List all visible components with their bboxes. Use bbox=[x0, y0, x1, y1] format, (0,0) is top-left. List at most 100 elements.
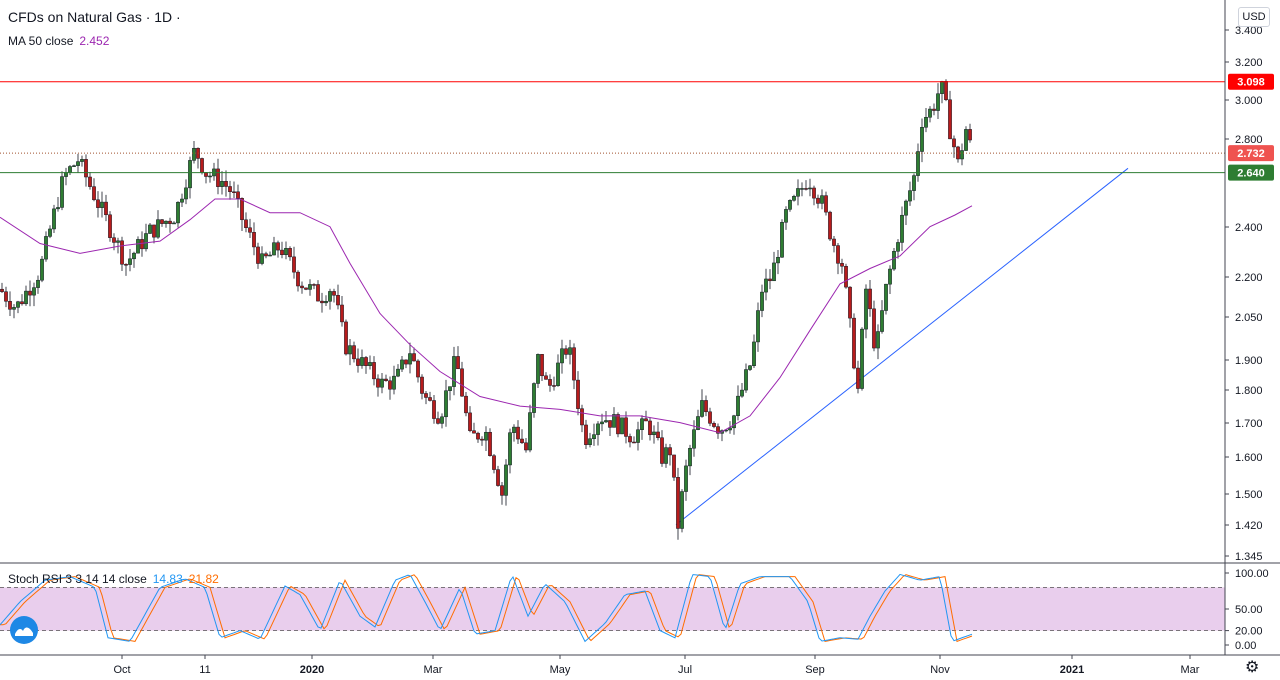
x-tick-label: 11 bbox=[199, 664, 210, 676]
candle-body bbox=[240, 198, 244, 221]
y-tick-label: 1.700 bbox=[1235, 418, 1263, 430]
candle-body bbox=[116, 240, 120, 243]
candle-body bbox=[672, 454, 676, 478]
candle-body bbox=[284, 248, 288, 256]
candle-body bbox=[140, 239, 144, 250]
candle-body bbox=[120, 240, 124, 265]
candle-body bbox=[552, 385, 556, 387]
tradingview-logo-icon bbox=[10, 616, 38, 644]
candle-body bbox=[932, 108, 936, 111]
candle-body bbox=[560, 348, 564, 364]
trendline[interactable] bbox=[675, 167, 1129, 526]
candle-body bbox=[656, 431, 660, 438]
candle-body bbox=[824, 195, 828, 213]
candle-body bbox=[460, 368, 464, 397]
candle-body bbox=[420, 376, 424, 394]
settings-gear-icon[interactable]: ⚙ bbox=[1245, 659, 1260, 676]
candle-body bbox=[844, 265, 848, 288]
candle-body bbox=[664, 447, 668, 464]
candle-body bbox=[816, 197, 820, 204]
candle-body bbox=[944, 81, 948, 101]
candle-body bbox=[8, 301, 12, 310]
candle-body bbox=[304, 287, 308, 290]
candle-body bbox=[448, 386, 452, 391]
candle-body bbox=[376, 378, 380, 388]
stoch-tick-label: 50.00 bbox=[1235, 604, 1263, 616]
candle-body bbox=[616, 414, 620, 435]
x-tick-label: Jul bbox=[678, 664, 692, 676]
stoch-legend[interactable]: Stoch RSI 3 3 14 14 close 14.83 21.82 bbox=[8, 572, 219, 586]
candle-body bbox=[436, 418, 440, 424]
candle-body bbox=[24, 290, 28, 305]
candle-body bbox=[364, 357, 368, 366]
candle-body bbox=[112, 237, 116, 243]
candle-body bbox=[236, 191, 240, 199]
stoch-tick-label: 100.00 bbox=[1235, 568, 1269, 580]
candle-body bbox=[352, 345, 356, 360]
candle-body bbox=[872, 308, 876, 349]
last-price-tag bbox=[1228, 145, 1274, 162]
candle-body bbox=[180, 198, 184, 203]
candle-body bbox=[224, 181, 228, 187]
candle-body bbox=[464, 395, 468, 414]
currency-button[interactable]: USD bbox=[1238, 7, 1270, 27]
candle-body bbox=[80, 159, 84, 162]
candle-body bbox=[356, 358, 360, 366]
candle-body bbox=[172, 222, 176, 225]
candle-body bbox=[608, 420, 612, 428]
ma-legend[interactable]: MA 50 close 2.452 bbox=[8, 34, 109, 48]
candle-body bbox=[296, 271, 300, 287]
candle-body bbox=[712, 423, 716, 427]
candle-body bbox=[952, 138, 956, 148]
y-tick-label: 1.345 bbox=[1235, 551, 1263, 563]
candle-body bbox=[524, 442, 528, 451]
candle-body bbox=[164, 220, 168, 224]
candle-body bbox=[48, 228, 52, 237]
candle-body bbox=[232, 191, 236, 194]
candle-body bbox=[948, 99, 952, 140]
candle-body bbox=[32, 287, 36, 296]
candle-body bbox=[644, 418, 648, 422]
y-tick-label: 3.000 bbox=[1235, 95, 1263, 107]
candle-body bbox=[276, 242, 280, 251]
candle-body bbox=[136, 239, 140, 254]
chart-title[interactable]: CFDs on Natural Gas · 1D · bbox=[8, 9, 181, 25]
candle-body bbox=[84, 159, 88, 178]
candle-body bbox=[424, 393, 428, 398]
candle-body bbox=[260, 253, 264, 264]
candle-body bbox=[176, 201, 180, 224]
candle-body bbox=[496, 469, 500, 486]
candle-body bbox=[428, 397, 432, 401]
candle-body bbox=[536, 354, 540, 384]
candle-body bbox=[604, 420, 608, 423]
candle-body bbox=[472, 430, 476, 434]
candle-body bbox=[280, 249, 284, 256]
candle-body bbox=[584, 424, 588, 445]
candle-body bbox=[800, 188, 804, 190]
x-tick-label: Sep bbox=[805, 664, 825, 676]
candle-body bbox=[928, 108, 932, 118]
candle-body bbox=[588, 438, 592, 445]
candle-body bbox=[264, 253, 268, 257]
candle-body bbox=[68, 166, 72, 173]
candle-body bbox=[60, 176, 64, 208]
candle-body bbox=[36, 279, 40, 288]
y-tick-label: 2.050 bbox=[1235, 312, 1263, 324]
candle-body bbox=[708, 411, 712, 424]
candle-body bbox=[484, 431, 488, 441]
candle-body bbox=[308, 284, 312, 290]
ma-label: MA 50 close bbox=[8, 34, 74, 48]
candle-body bbox=[336, 295, 340, 306]
candle-body bbox=[572, 347, 576, 381]
candle-body bbox=[0, 288, 4, 292]
candle-body bbox=[312, 284, 316, 286]
candle-body bbox=[400, 359, 404, 370]
candle-body bbox=[492, 455, 496, 470]
candle-body bbox=[404, 359, 408, 365]
y-tick-label: 1.420 bbox=[1235, 520, 1263, 532]
candle-body bbox=[568, 347, 572, 355]
candle-body bbox=[128, 258, 132, 265]
candle-body bbox=[628, 436, 632, 443]
